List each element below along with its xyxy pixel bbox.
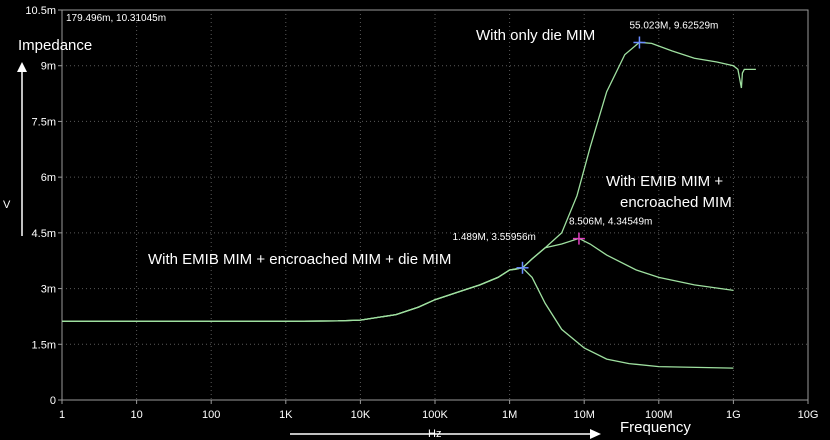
tick-labels: 1 10 100 1K 10K 100K 1M 10M 100M 1G 10G 0 1.5m 3m 4.5m… (25, 5, 818, 421)
x-tick-label: 1M (502, 409, 517, 421)
y-arrow-head-icon (17, 62, 27, 72)
annotation-emib-line1: With EMIB MIM + (606, 173, 723, 190)
x-tick-label: 1G (726, 409, 741, 421)
y-tick-label: 0 (50, 395, 56, 407)
series-lines (62, 41, 756, 369)
x-axis-label: Frequency (620, 419, 691, 436)
annotation-all: With EMIB MIM + encroached MIM + die MIM (148, 251, 451, 268)
y-unit-label: V (3, 199, 11, 211)
y-axis-label: Impedance (18, 37, 92, 54)
y-tick-label: 10.5m (25, 5, 56, 17)
annotation-emib-line2: encroached MIM (620, 194, 732, 211)
series-line-3 (62, 41, 756, 322)
x-tick-label: 100K (422, 409, 448, 421)
y-tick-label: 6m (41, 172, 56, 184)
y-tick-label: 7.5m (32, 116, 56, 128)
cursor-markers: 1.489M, 3.55956m 8.506M, 4.34549m 55.023M,… (452, 20, 718, 274)
x-arrow-head-icon (590, 429, 601, 439)
y-tick-label: 4.5m (32, 228, 56, 240)
x-tick-label: 10M (573, 409, 594, 421)
marker-label: 1.489M, 3.55956m (452, 232, 535, 243)
x-tick-label: 10 (130, 409, 142, 421)
x-tick-label: 10K (351, 409, 371, 421)
grid-lines (58, 9, 809, 404)
x-unit-label: Hz (428, 428, 441, 440)
marker-label: 8.506M, 4.34549m (569, 217, 652, 228)
annotation-only-die: With only die MIM (476, 27, 595, 44)
y-tick-label: 3m (41, 284, 56, 296)
x-tick-label: 1 (59, 409, 65, 421)
y-tick-label: 1.5m (32, 339, 56, 351)
x-tick-label: 100 (202, 409, 220, 421)
x-tick-label: 1K (279, 409, 293, 421)
marker-label: 55.023M, 9.62529m (629, 20, 718, 31)
x-tick-label: 10G (798, 409, 819, 421)
x-tick-label: 100M (645, 409, 673, 421)
cursor-readout: 179.496m, 10.31045m (66, 13, 166, 24)
y-tick-label: 9m (41, 61, 56, 73)
